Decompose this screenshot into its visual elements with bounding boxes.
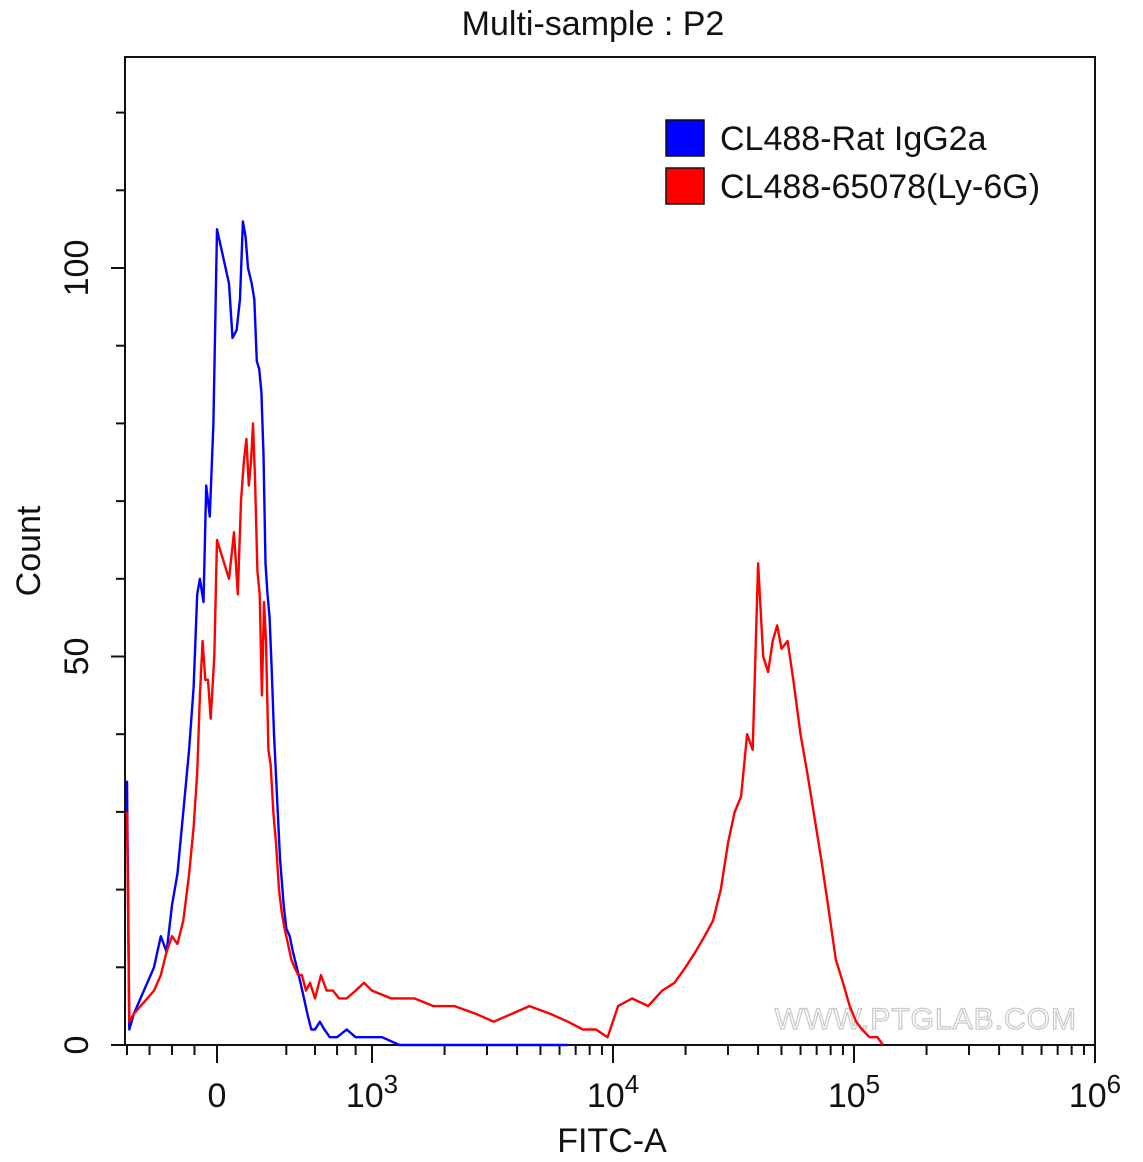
y-axis-label: Count xyxy=(10,505,48,596)
x-tick-label: 106 xyxy=(1069,1069,1121,1115)
legend-label-2: CL488-65078(Ly-6G) xyxy=(720,168,1040,206)
plot-frame xyxy=(124,56,1096,1046)
watermark-text: WWW.PTGLAB.COM xyxy=(775,1003,1077,1036)
series-line-2 xyxy=(125,422,885,1046)
x-tick-label: 105 xyxy=(828,1069,880,1115)
x-axis-label: FITC-A xyxy=(557,1122,667,1160)
legend-swatch-1 xyxy=(665,119,705,157)
y-tick-label: 100 xyxy=(58,240,96,297)
y-tick-label: 0 xyxy=(58,1036,96,1055)
y-tick-label: 50 xyxy=(58,638,96,676)
series-layer xyxy=(125,220,885,1047)
chart-title: Multi-sample : P2 xyxy=(462,5,725,43)
x-axis: 0 103 104 105 106 xyxy=(126,1045,1121,1115)
legend: CL488-Rat IgG2a CL488-65078(Ly-6G) xyxy=(665,119,1040,206)
y-axis: 0 50 100 xyxy=(58,111,125,1055)
series-line-1 xyxy=(125,220,568,1047)
x-tick-label: 0 xyxy=(208,1077,227,1115)
legend-swatch-2 xyxy=(665,167,705,205)
x-tick-label: 104 xyxy=(587,1069,639,1115)
legend-label-1: CL488-Rat IgG2a xyxy=(720,120,987,158)
x-tick-label: 103 xyxy=(346,1069,398,1115)
